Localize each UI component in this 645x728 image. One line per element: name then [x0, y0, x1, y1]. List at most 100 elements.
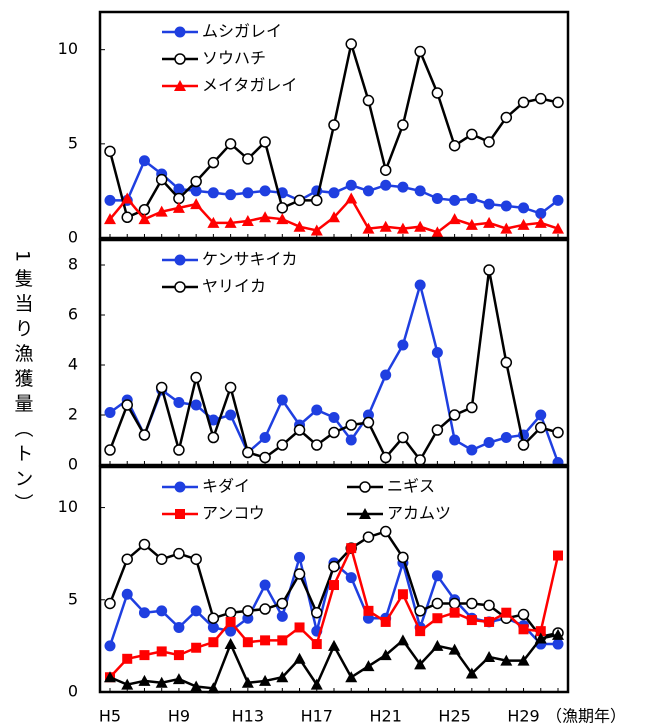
point — [518, 202, 530, 214]
point — [500, 654, 513, 666]
point — [207, 216, 220, 228]
point — [483, 264, 495, 276]
point — [173, 650, 184, 661]
point — [552, 194, 564, 206]
point — [224, 606, 237, 619]
point — [500, 200, 512, 212]
point — [259, 451, 271, 464]
point — [396, 222, 409, 234]
point — [294, 622, 305, 633]
point — [104, 213, 116, 225]
point — [328, 426, 340, 439]
point — [362, 185, 374, 197]
x-tick-label: H25 — [438, 707, 470, 726]
point — [172, 673, 185, 685]
point — [190, 371, 202, 384]
y-axis-label: 1隻当り漁獲量（トン） — [12, 250, 34, 518]
y-tick-label: 4 — [68, 355, 78, 374]
point — [362, 94, 375, 107]
point — [449, 434, 461, 446]
point — [345, 38, 357, 50]
point — [139, 650, 150, 661]
point — [500, 356, 513, 369]
point — [138, 607, 150, 619]
point — [242, 605, 254, 617]
point — [534, 632, 547, 644]
point — [225, 189, 237, 201]
point — [465, 667, 478, 679]
point — [173, 547, 185, 560]
plot-frame — [98, 10, 570, 240]
point — [294, 551, 306, 563]
point — [242, 153, 254, 165]
point — [138, 213, 151, 225]
legend-label: アンコウ — [202, 504, 265, 523]
point — [174, 254, 186, 266]
point — [328, 119, 340, 131]
point — [553, 550, 563, 561]
point — [104, 194, 116, 206]
point — [346, 543, 357, 554]
y-tick-label: 5 — [68, 133, 78, 152]
y-tick-label: 0 — [68, 455, 78, 474]
point — [448, 643, 461, 655]
point — [241, 215, 254, 227]
x-tick-label: H9 — [168, 707, 190, 726]
point — [552, 628, 564, 640]
point — [190, 175, 202, 188]
point — [483, 136, 495, 148]
point — [414, 185, 426, 197]
point — [207, 187, 219, 199]
point — [191, 642, 202, 653]
point — [414, 279, 426, 291]
legend-label: ニギス — [387, 477, 435, 496]
y-tick-label: 10 — [58, 39, 78, 58]
point — [345, 572, 357, 584]
point — [293, 220, 306, 232]
point — [276, 202, 289, 214]
point — [466, 401, 478, 414]
point — [431, 226, 444, 238]
point — [104, 145, 116, 158]
point — [345, 671, 358, 683]
point — [121, 211, 133, 224]
point — [311, 194, 323, 207]
point — [174, 80, 186, 91]
point — [329, 580, 339, 591]
point — [121, 588, 133, 600]
point — [207, 156, 220, 169]
legend-label: メイタガレイ — [202, 76, 297, 95]
point — [483, 599, 495, 612]
point — [173, 397, 185, 408]
point — [155, 205, 168, 217]
x-tick-label: H5 — [99, 707, 121, 726]
point — [155, 173, 168, 186]
legend-label: ソウハチ — [202, 49, 266, 68]
point — [465, 218, 478, 230]
legend-label: ムシガレイ — [202, 22, 282, 41]
point — [483, 650, 496, 662]
point — [259, 579, 271, 591]
point — [431, 639, 444, 651]
point — [190, 399, 202, 411]
point — [225, 409, 237, 421]
point — [359, 508, 371, 519]
point — [276, 439, 289, 451]
point — [431, 597, 444, 610]
point — [259, 674, 272, 686]
point — [174, 481, 186, 493]
point — [345, 192, 358, 204]
point — [466, 128, 478, 141]
point — [448, 409, 461, 421]
point — [517, 439, 530, 451]
point — [534, 216, 547, 228]
point — [225, 616, 236, 627]
point — [138, 538, 151, 551]
point — [207, 682, 220, 694]
point — [156, 646, 167, 657]
point — [276, 597, 289, 610]
point — [190, 680, 203, 692]
point — [104, 640, 116, 652]
point — [483, 198, 495, 210]
point — [242, 446, 254, 459]
